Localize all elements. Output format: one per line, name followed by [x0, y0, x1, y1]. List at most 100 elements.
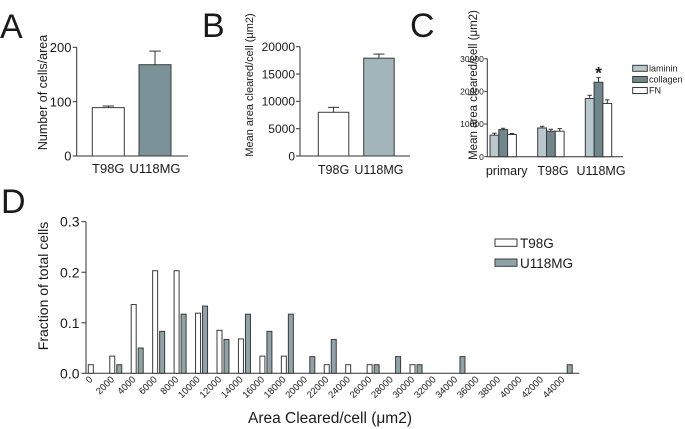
x-tick-label: 40000 — [498, 374, 524, 400]
y-tick-label: 20000 — [460, 86, 484, 96]
bar-u118mg-26000 — [373, 364, 380, 374]
bar-t98g-12000 — [216, 329, 223, 374]
bar-t98g-30000 — [409, 364, 416, 374]
y-axis-label: Number of cells/area — [36, 35, 50, 150]
bar-u118mg-laminin — [584, 98, 595, 158]
bar-t98g-22000 — [323, 364, 330, 374]
panel-label: C — [410, 7, 435, 45]
x-tick-label: 12000 — [198, 374, 224, 400]
bar-u118mg-8000 — [180, 313, 187, 374]
x-tick-label: 30000 — [391, 374, 417, 400]
bar-t98g-2000 — [109, 355, 116, 374]
bar-primary-fn — [507, 133, 517, 158]
y-tick-label: 0 — [64, 149, 71, 164]
x-tick-label: 0 — [84, 374, 96, 386]
y-tick-label: 100 — [50, 94, 72, 109]
bar-t98g-laminin — [537, 127, 548, 158]
significance-star: * — [595, 64, 602, 83]
y-tick-label: 15000 — [262, 67, 296, 81]
bar-u118mg-16000 — [266, 330, 273, 374]
legend-swatch-laminin — [632, 64, 648, 72]
legend-label: U118MG — [520, 256, 573, 271]
y-tick-label: 0.1 — [60, 315, 80, 331]
x-tick-label: 38000 — [477, 374, 503, 400]
panel-label: B — [202, 7, 225, 45]
y-axis-label: Fraction of total cells — [35, 222, 51, 350]
x-tick-label: 2000 — [94, 374, 117, 397]
x-axis-label: Area Cleared/cell (μm2) — [248, 410, 412, 427]
x-tick-label: U118MG — [129, 161, 180, 176]
bar-t98g-24000 — [345, 364, 352, 374]
bar-primary-laminin — [489, 134, 500, 158]
x-tick-label: 22000 — [305, 374, 331, 400]
legend-label: collagen — [649, 75, 683, 85]
x-tick-label: U118MG — [576, 164, 625, 178]
x-tick-label: U118MG — [354, 163, 403, 177]
legend-swatch-collagen — [632, 76, 648, 83]
x-tick-label: primary — [486, 164, 528, 178]
x-tick-label: 10000 — [176, 374, 202, 400]
bar-u118mg-4000 — [137, 347, 144, 374]
bar-t98g-8000 — [173, 270, 180, 374]
bar-u118mg-collagen — [593, 81, 604, 158]
bar-u118mg-20000 — [309, 356, 316, 374]
x-tick-label: 6000 — [137, 374, 160, 397]
bar-t98g-0 — [87, 364, 94, 374]
x-tick-label: 24000 — [326, 374, 352, 400]
bar-t98g-16000 — [259, 355, 266, 374]
bar-u118mg — [138, 64, 172, 157]
x-tick-label: T98G — [537, 164, 568, 178]
y-axis-label: Mean area cleared/cell (μm2) — [244, 13, 256, 156]
y-tick-label: 10000 — [460, 119, 484, 129]
bar-primary-collagen — [498, 129, 509, 158]
bar-t98g-6000 — [152, 270, 159, 374]
panel-label: A — [0, 8, 23, 46]
y-tick-label: 0.2 — [60, 264, 80, 280]
legend: T98G U118MG — [494, 236, 573, 271]
y-tick-label: 5000 — [268, 122, 295, 136]
bar-u118mg-30000 — [416, 364, 423, 374]
panel-b: B 0 5000 10000 15000 20000 Mean area cleared/c… — [202, 7, 410, 177]
bar-u118mg-34000 — [459, 356, 466, 374]
bar-u118mg-fn — [602, 102, 613, 158]
x-tick-label: 28000 — [369, 374, 395, 400]
bar-t98g-collagen — [546, 130, 556, 158]
bar-u118mg-44000 — [566, 364, 573, 374]
bar-t98g-18000 — [280, 355, 287, 374]
x-tick-label: 34000 — [434, 374, 460, 400]
bar-t98g — [91, 107, 125, 157]
x-tick-label: 36000 — [455, 374, 481, 400]
bar-u118mg-14000 — [244, 313, 251, 374]
y-tick-label: 30000 — [460, 54, 484, 64]
bar-t98g-fn — [554, 130, 565, 158]
bar-u118mg-22000 — [330, 338, 337, 374]
x-tick-label: 32000 — [412, 374, 438, 400]
x-tick-label: T98G — [318, 163, 349, 177]
x-tick-label: 16000 — [241, 374, 267, 400]
x-tick-label: 42000 — [519, 374, 545, 400]
bar-u118mg — [363, 57, 395, 157]
x-tick-label: T98G — [92, 161, 125, 176]
bar-t98g-26000 — [366, 364, 373, 374]
bar-t98g-10000 — [195, 312, 202, 374]
bar-u118mg-18000 — [287, 313, 294, 374]
bar-t98g-14000 — [237, 338, 244, 374]
legend-label: T98G — [520, 236, 554, 251]
y-tick-label: 0.3 — [60, 214, 80, 230]
y-tick-label: 10000 — [262, 95, 296, 109]
bar-u118mg-12000 — [223, 338, 230, 374]
x-tick-label: 26000 — [348, 374, 374, 400]
x-tick-label: 14000 — [219, 374, 245, 400]
legend-swatch-t98g — [494, 238, 518, 247]
y-tick-label: 0 — [479, 152, 484, 162]
y-tick-label: 0.0 — [60, 365, 80, 381]
bar-u118mg-28000 — [395, 356, 402, 374]
bar-t98g — [317, 111, 350, 157]
bar-u118mg-10000 — [202, 305, 209, 374]
x-tick-label: 18000 — [262, 374, 288, 400]
bar-u118mg-6000 — [159, 330, 166, 374]
x-tick-label: 20000 — [283, 374, 309, 400]
